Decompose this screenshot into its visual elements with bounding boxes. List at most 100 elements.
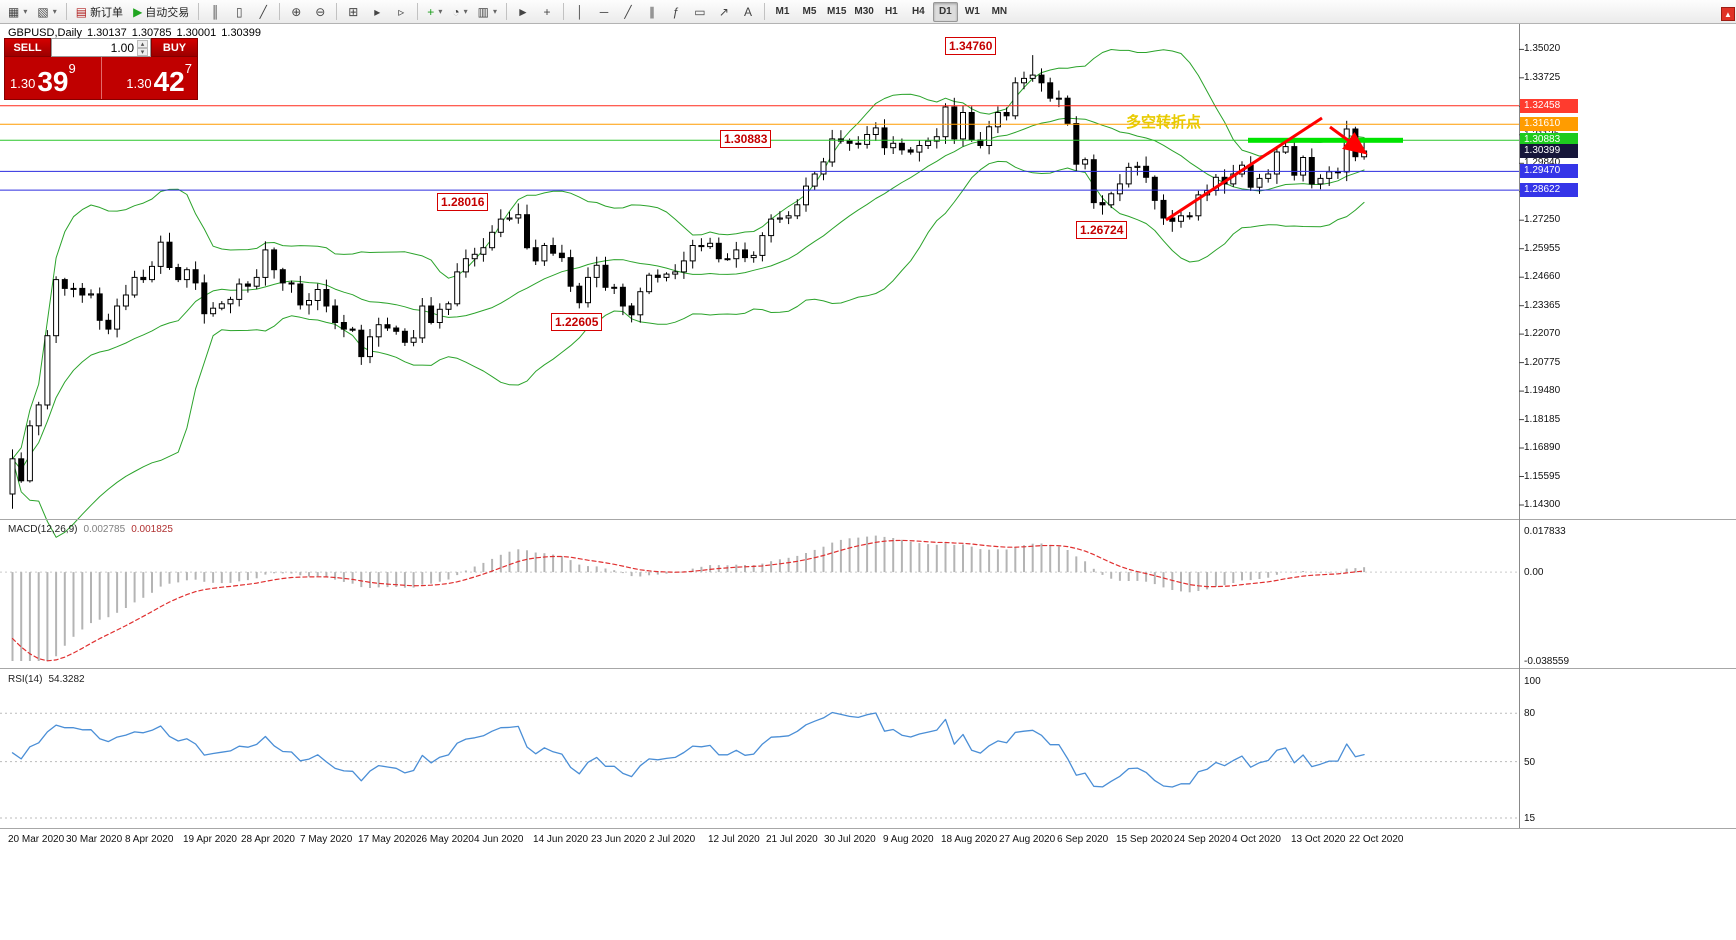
price-callout[interactable]: 1.26724 [1076, 221, 1128, 239]
arrow-tool[interactable]: ↗ [713, 2, 735, 22]
toolbar-separator [417, 3, 419, 20]
one-click-trading-panel: SELL 1.00 ▴ ▾ BUY 1.30 39 9 1.30 42 7 [4, 38, 198, 100]
toolbar-separator [763, 3, 765, 20]
candlestick-chart-icon-icon: ▯ [235, 4, 243, 19]
channel-tool[interactable]: ∥ [641, 2, 663, 22]
zoom-in-button[interactable]: ⊕ [285, 2, 307, 22]
price-callout[interactable]: 1.34760 [945, 37, 997, 55]
autotrading-button-label: 自动交易 [145, 6, 190, 19]
rsi-label: RSI(14) [8, 674, 43, 685]
rsi-indicator-header: RSI(14) 54.3282 [8, 674, 91, 685]
profiles-button-icon: ▧ [37, 4, 49, 19]
horizontal-line-tool[interactable]: ─ [593, 2, 615, 22]
bar-chart-icon[interactable]: ║ [204, 2, 226, 22]
templates-button-icon: ▥ [477, 4, 489, 19]
volume-input[interactable]: 1.00 ▴ ▾ [51, 38, 151, 57]
crosshair-tool-button-icon: + [543, 4, 551, 19]
trendline-tool[interactable]: ╱ [617, 2, 639, 22]
price-callout[interactable]: 1.30883 [720, 130, 772, 148]
text-tool-icon: A [743, 4, 752, 19]
crosshair-tool-button[interactable]: + [536, 2, 558, 22]
new-chart-button[interactable]: ▦ ▾ [4, 2, 31, 22]
fibonacci-tool-icon: ƒ [672, 4, 680, 19]
vertical-line-tool[interactable]: │ [569, 2, 591, 22]
volume-down-button[interactable]: ▾ [137, 48, 148, 56]
buy-button[interactable]: BUY [151, 38, 198, 57]
price-callout[interactable]: 1.22605 [551, 313, 603, 331]
buy-price-small: 1.30 [126, 76, 152, 91]
candlestick-chart-icon[interactable]: ▯ [228, 2, 250, 22]
volume-up-button[interactable]: ▴ [137, 40, 148, 48]
sell-price-big: 39 [37, 66, 69, 97]
buy-price-sup: 7 [184, 61, 192, 76]
indicators-button[interactable]: + ▾ [423, 2, 446, 22]
ohlc-high: 1.30785 [131, 27, 172, 39]
line-chart-icon[interactable]: ╱ [252, 2, 274, 22]
sell-button[interactable]: SELL [4, 38, 51, 57]
dropdown-arrow-icon: ▾ [52, 7, 57, 16]
timeframe-m5-button-label: M5 [802, 6, 817, 17]
fibonacci-tool[interactable]: ƒ [665, 2, 687, 22]
timeframe-h1-button[interactable]: H1 [879, 2, 904, 22]
timeframe-h4-button[interactable]: H4 [906, 2, 931, 22]
auto-scroll-button[interactable]: ▸ [366, 2, 388, 22]
macd-main-value: 0.002785 [83, 524, 126, 535]
toolbar-separator [336, 3, 338, 20]
ohlc-close: 1.30399 [221, 27, 262, 39]
buy-price[interactable]: 1.30 42 7 [100, 57, 198, 99]
timeframe-m15-button[interactable]: M15 [824, 2, 849, 22]
tile-windows-button[interactable]: ⊞ [342, 2, 364, 22]
dropdown-arrow-icon: ▾ [23, 7, 28, 16]
tile-windows-button-icon: ⊞ [348, 4, 359, 19]
autotrading-button[interactable]: ▶ 自动交易 [129, 2, 193, 22]
dropdown-arrow-icon: ▾ [438, 7, 443, 16]
periods-button[interactable]: ◔ ▾ [448, 2, 471, 22]
timeframe-d1-button[interactable]: D1 [932, 1, 958, 22]
toolbar-separator [198, 3, 200, 20]
volume-spinner: ▴ ▾ [137, 40, 148, 56]
macd-label: MACD(12,26,9) [8, 524, 78, 535]
bull-bear-turning-point-annotation[interactable]: 多空转折点 [1126, 114, 1202, 131]
macd-signal-value: 0.001825 [131, 524, 173, 535]
ohlc-low: 1.30001 [176, 27, 217, 39]
channel-tool-icon: ∥ [648, 4, 655, 19]
timeframe-w1-button-label: W1 [964, 6, 980, 17]
timeframe-m1-button[interactable]: M1 [770, 2, 795, 22]
timeframe-w1-button[interactable]: W1 [960, 2, 985, 22]
profiles-button[interactable]: ▧ ▾ [33, 2, 60, 22]
templates-button[interactable]: ▥ ▾ [474, 2, 501, 22]
new-chart-button-icon: ▦ [8, 4, 20, 19]
text-tool[interactable]: A [737, 2, 759, 22]
chart-shift-button[interactable]: ▹ [390, 2, 412, 22]
autotrading-button-icon: ▶ [133, 4, 143, 19]
timeframe-m15-button-label: M15 [826, 6, 847, 17]
indicators-button-icon: + [427, 4, 435, 19]
price-callout[interactable]: 1.28016 [437, 193, 489, 211]
timeframe-m30-button[interactable]: M30 [851, 2, 876, 22]
toolbar-separator [562, 3, 564, 20]
scroll-up-button[interactable]: ▲ [1721, 7, 1735, 21]
timeframe-h4-button-label: H4 [911, 6, 925, 17]
sell-price[interactable]: 1.30 39 9 [5, 57, 101, 99]
toolbar: ▦ ▾ ▧ ▾ ▤ 新订单 ▶ 自动交易 ║ ▯ ╱ ⊕ ⊖ ⊞ ▸ ▹ + ▾ ◔ ▾ ▥ ▾ ► + │ ─ ╱ ∥ ƒ ▭ ↗ A M1 M… [0, 0, 1736, 24]
cursor-tool-button[interactable]: ► [512, 2, 534, 22]
chart-symbol-info: GBPUSD,Daily 1.30137 1.30785 1.30001 1.30399 [8, 27, 266, 39]
timeframe-mn-button[interactable]: MN [987, 2, 1012, 22]
shapes-tool-icon: ▭ [694, 4, 706, 19]
symbol-name: GBPUSD,Daily [8, 27, 82, 39]
timeframe-m30-button-label: M30 [854, 6, 874, 17]
toolbar-separator [505, 3, 507, 20]
ohlc-open: 1.30137 [86, 27, 127, 39]
sell-price-small: 1.30 [10, 76, 36, 91]
vertical-line-tool-icon: │ [576, 4, 584, 19]
timeframe-m5-button[interactable]: M5 [797, 2, 822, 22]
shapes-tool[interactable]: ▭ [689, 2, 711, 22]
zoom-out-button[interactable]: ⊖ [309, 2, 331, 22]
buy-price-big: 42 [153, 66, 185, 97]
volume-value: 1.00 [110, 40, 134, 55]
new-order-button[interactable]: ▤ 新订单 [72, 2, 127, 22]
timeframe-mn-button-label: MN [991, 6, 1008, 17]
rsi-value: 54.3282 [48, 674, 85, 685]
